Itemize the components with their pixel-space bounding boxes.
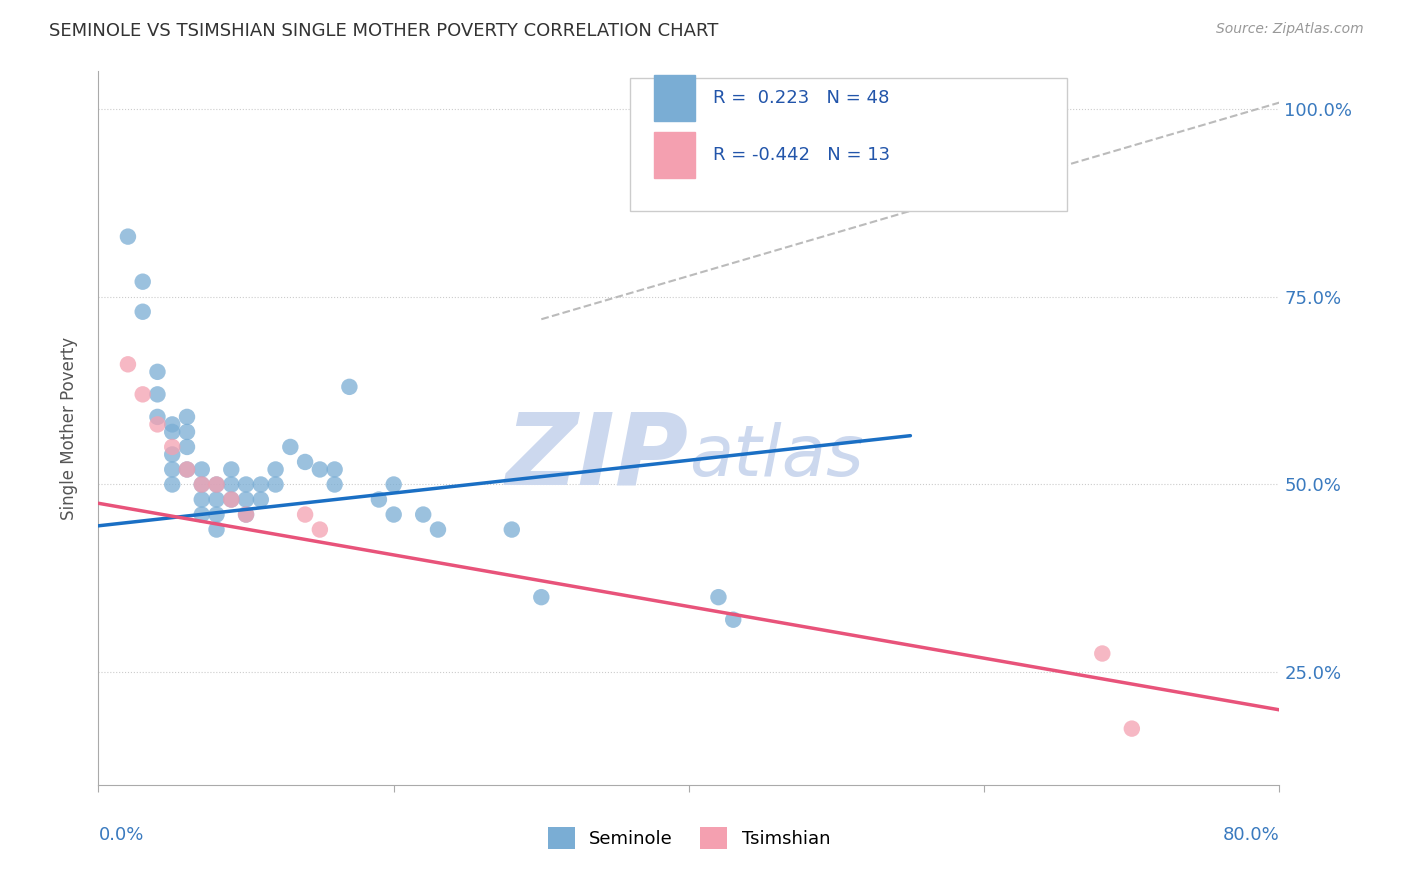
Point [339,380,361,394]
Point [235,492,257,507]
Point [162,447,183,461]
Point [205,492,228,507]
Point [294,455,316,469]
Y-axis label: Single Mother Poverty: Single Mother Poverty [59,336,77,520]
Point [264,462,287,476]
Point [162,477,183,491]
Point [146,387,169,401]
Point [191,508,214,522]
Text: 80.0%: 80.0% [1223,826,1279,844]
Text: R =  0.223   N = 48: R = 0.223 N = 48 [713,89,889,107]
Point [235,508,257,522]
Point [162,440,183,454]
Point [221,492,243,507]
Point [117,229,139,244]
Point [146,409,169,424]
Point [235,508,257,522]
Point [176,425,198,439]
Point [221,477,243,491]
Point [191,462,214,476]
Point [205,508,228,522]
Point [176,409,198,424]
Point [162,417,183,432]
Point [501,523,523,537]
Point [412,508,434,522]
Point [146,365,169,379]
Point [368,492,391,507]
Point [221,492,243,507]
Point [323,462,346,476]
Point [382,477,405,491]
Point [117,357,139,371]
Point [530,590,553,604]
Point [146,417,169,432]
Point [132,275,155,289]
Text: Source: ZipAtlas.com: Source: ZipAtlas.com [1216,22,1364,37]
Point [250,477,273,491]
Point [221,462,243,476]
Text: SEMINOLE VS TSIMSHIAN SINGLE MOTHER POVERTY CORRELATION CHART: SEMINOLE VS TSIMSHIAN SINGLE MOTHER POVE… [49,22,718,40]
Point [707,590,730,604]
FancyBboxPatch shape [630,78,1067,211]
Point [309,462,332,476]
Point [723,613,745,627]
Point [191,477,214,491]
FancyBboxPatch shape [654,75,695,121]
Point [382,508,405,522]
Point [205,523,228,537]
Point [162,462,183,476]
Point [250,492,273,507]
Point [205,477,228,491]
Point [176,440,198,454]
Point [427,523,450,537]
Point [191,477,214,491]
Point [235,477,257,491]
Point [132,387,155,401]
Text: ZIP: ZIP [506,409,689,505]
Point [264,477,287,491]
Text: 0.0%: 0.0% [98,826,143,844]
Point [280,440,302,454]
Point [309,523,332,537]
Point [1091,647,1114,661]
Point [1121,722,1143,736]
Point [162,425,183,439]
Point [176,462,198,476]
FancyBboxPatch shape [654,132,695,178]
Point [176,462,198,476]
Text: R = -0.442   N = 13: R = -0.442 N = 13 [713,146,890,164]
Point [294,508,316,522]
Text: atlas: atlas [689,422,863,491]
Point [191,492,214,507]
Point [132,304,155,318]
Point [205,477,228,491]
Legend: Seminole, Tsimshian: Seminole, Tsimshian [538,818,839,858]
Point [323,477,346,491]
